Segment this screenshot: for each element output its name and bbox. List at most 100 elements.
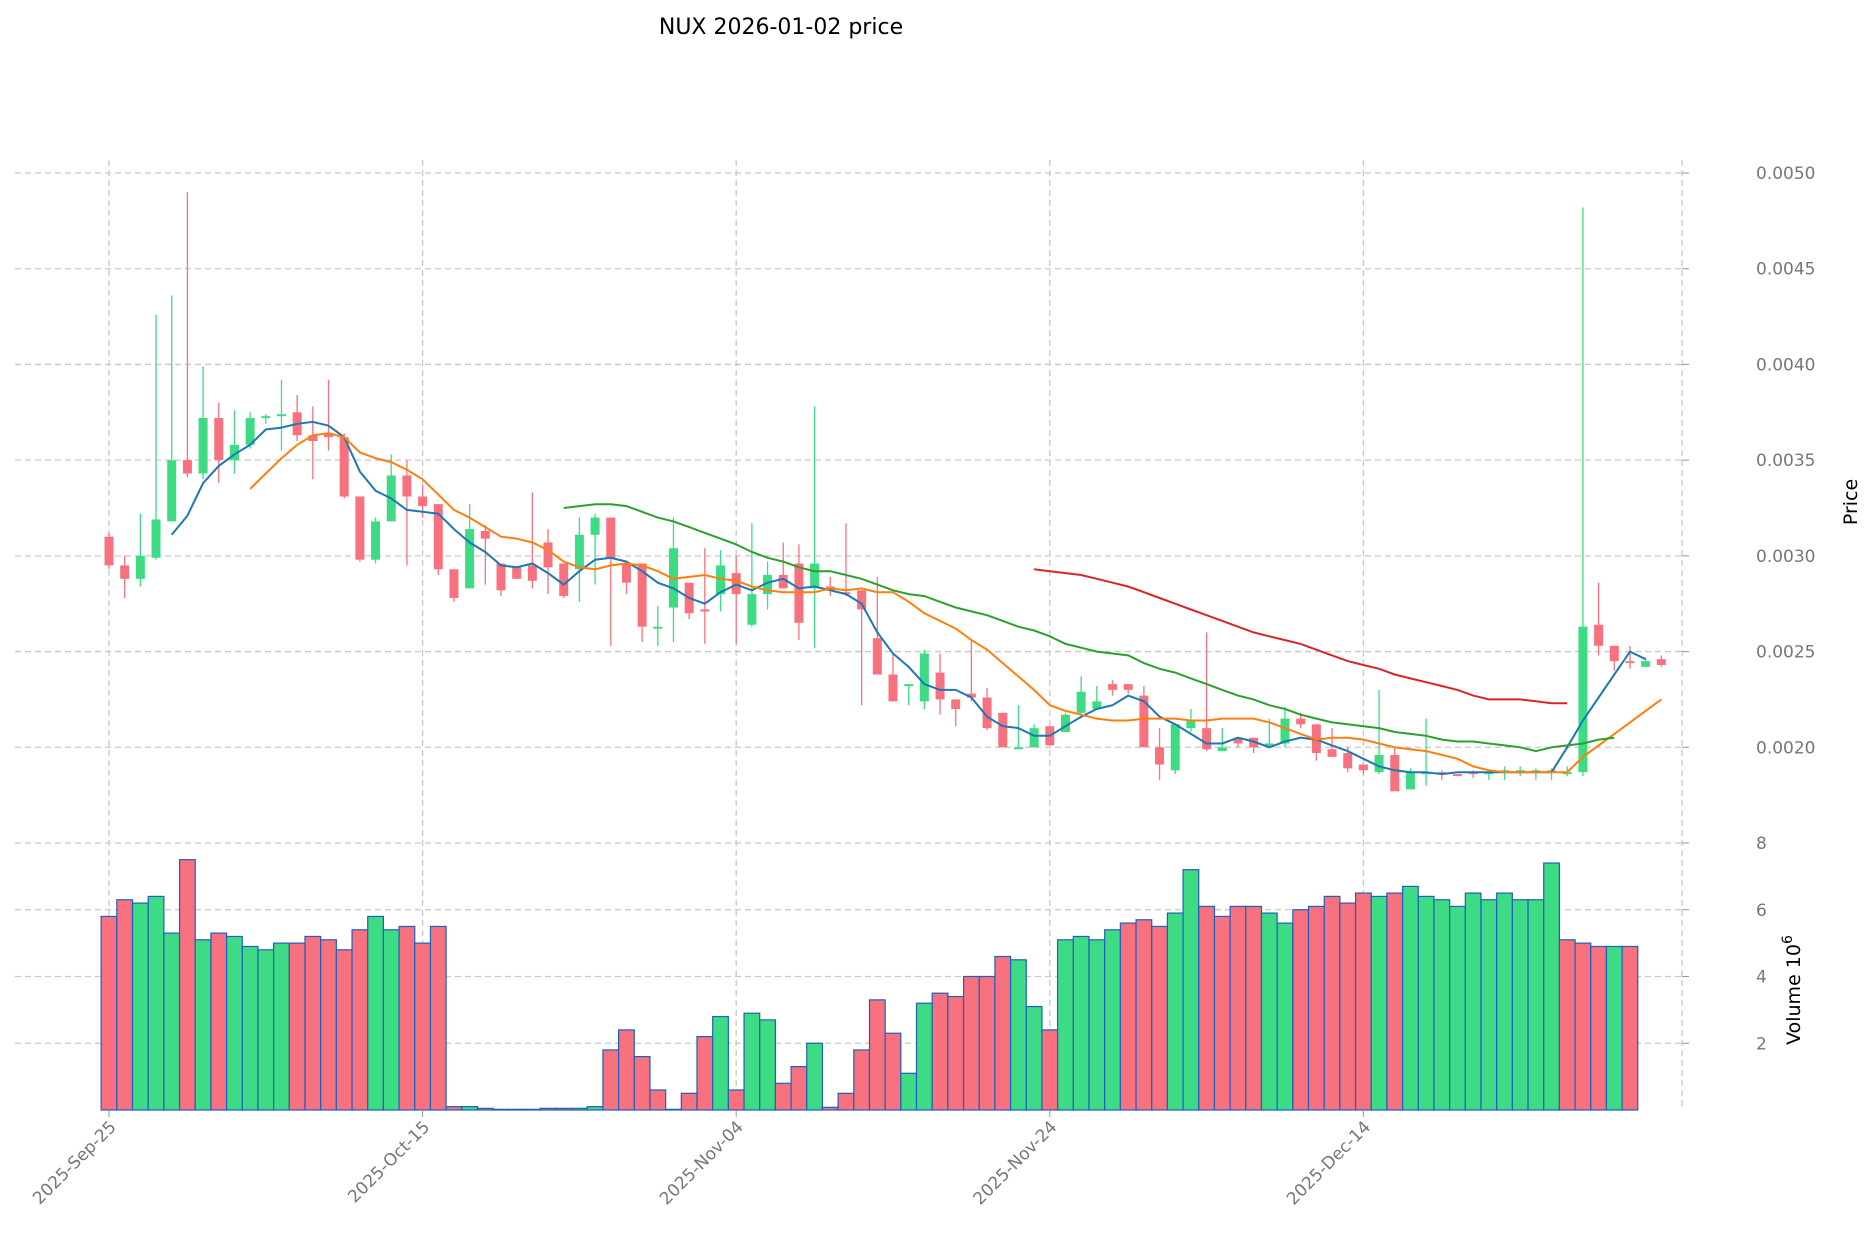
volume-bar [1323, 895, 1341, 1111]
volume-bar [320, 939, 337, 1111]
candle-body [951, 699, 961, 709]
volume-bar [461, 1106, 479, 1111]
volume-bar [837, 1092, 855, 1111]
candle [1139, 686, 1149, 748]
candle-body [214, 418, 224, 461]
candle-body [182, 460, 192, 474]
candle [590, 513, 600, 585]
candle [120, 555, 130, 598]
candle-body [998, 712, 1008, 748]
candle-body [1390, 754, 1400, 792]
candle [888, 653, 898, 702]
candle-body [966, 693, 976, 698]
volume-bar [116, 899, 134, 1111]
volume-bar [100, 915, 118, 1111]
candle [1594, 582, 1604, 656]
volume-bar [1354, 892, 1372, 1111]
candle-body [276, 414, 286, 417]
volume-bar [1292, 909, 1310, 1111]
price-tick-label: 0.0025 [1756, 643, 1815, 663]
price-tick-label: 0.0045 [1756, 260, 1815, 280]
volume-tick-label: 8 [1756, 834, 1767, 854]
candle-body [810, 563, 820, 589]
volume-bar [915, 1002, 933, 1111]
volume-bar [853, 1049, 871, 1111]
candle-body [104, 536, 114, 566]
volume-bar [194, 939, 212, 1111]
volume-bar [978, 975, 996, 1111]
volume-bar [273, 942, 290, 1111]
volume-bar [382, 929, 400, 1111]
candle [1013, 705, 1023, 750]
candle-body [919, 653, 929, 702]
candle [1076, 676, 1086, 719]
candle [1060, 712, 1070, 732]
volume-bar [1386, 892, 1404, 1111]
candle [276, 379, 286, 451]
candle [763, 561, 773, 610]
candle [245, 412, 255, 449]
volume-bar [1590, 945, 1608, 1111]
candle [1311, 724, 1321, 761]
candle-body [982, 697, 992, 729]
volume-bar [398, 925, 416, 1111]
candle [433, 504, 443, 575]
candle [1609, 645, 1619, 671]
candle [308, 406, 318, 480]
volume-bar [1072, 935, 1090, 1111]
volume-bar [821, 1106, 839, 1111]
volume-bar [790, 1066, 808, 1111]
volume-bar [1182, 869, 1200, 1111]
candle-body [1123, 684, 1133, 690]
volume-tick-label: 2 [1756, 1034, 1767, 1054]
candle-body [1076, 691, 1086, 713]
ma-long-line [563, 503, 1615, 753]
candle-body [1358, 764, 1368, 771]
candle [1547, 768, 1557, 780]
volume-bar [1198, 905, 1216, 1111]
candle [167, 295, 177, 522]
price-tick-label: 0.0035 [1756, 451, 1815, 471]
volume-axis-title: Volume 106 [1780, 935, 1805, 1045]
candle-body [1264, 743, 1274, 748]
ma-longest-line [1033, 568, 1568, 705]
candle [151, 314, 161, 560]
volume-bar [586, 1106, 604, 1111]
candle-body [653, 626, 663, 629]
candle-body [339, 437, 349, 497]
candle [1170, 724, 1180, 775]
volume-axis-title-exponent: 6 [1780, 935, 1796, 944]
volume-bar [649, 1089, 667, 1111]
volume-bar [257, 949, 275, 1111]
candle-body [355, 496, 365, 560]
candle [637, 563, 647, 642]
candle-body [1374, 754, 1384, 773]
volume-bar [884, 1032, 902, 1111]
volume-bar [665, 1108, 682, 1111]
volume-bar [994, 955, 1012, 1111]
candle-body [198, 418, 208, 474]
moving-averages [170, 420, 1662, 776]
candle-body [590, 517, 600, 535]
candle-body [229, 444, 239, 461]
volume-bar [241, 945, 259, 1111]
volume-bar [1433, 899, 1451, 1111]
candle-body [857, 590, 867, 610]
volume-bar [1088, 939, 1106, 1111]
volume-bar [288, 942, 306, 1111]
candle [716, 550, 726, 612]
volume-bar [900, 1072, 918, 1111]
volume-bar [1229, 905, 1247, 1111]
candle [214, 402, 224, 484]
candle [966, 640, 976, 702]
candle-body [747, 594, 757, 625]
volume-bar [570, 1107, 588, 1111]
volume-bar [1041, 1029, 1059, 1111]
candle-body [480, 530, 490, 539]
candle [1327, 728, 1337, 757]
candle-body [904, 684, 914, 687]
candle [1531, 768, 1541, 780]
candle [810, 406, 820, 648]
candle-body [637, 563, 647, 627]
candle-body [888, 674, 898, 702]
